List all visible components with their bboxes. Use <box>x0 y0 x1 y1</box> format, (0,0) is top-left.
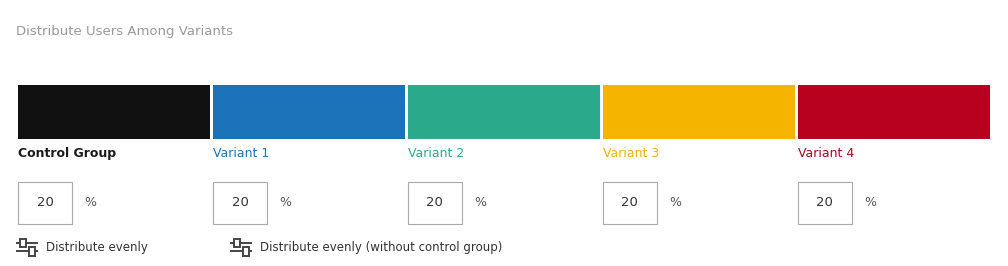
FancyBboxPatch shape <box>234 239 240 247</box>
Bar <box>18 85 210 139</box>
FancyBboxPatch shape <box>798 182 852 224</box>
Text: 20: 20 <box>621 196 638 209</box>
Text: Variant 3: Variant 3 <box>603 147 659 160</box>
Text: Variant 2: Variant 2 <box>408 147 465 160</box>
Text: Variant 4: Variant 4 <box>798 147 854 160</box>
FancyBboxPatch shape <box>29 247 35 256</box>
Bar <box>798 85 990 139</box>
Text: Distribute evenly (without control group): Distribute evenly (without control group… <box>260 241 502 254</box>
Text: 20: 20 <box>426 196 444 209</box>
FancyBboxPatch shape <box>20 239 26 247</box>
Text: 20: 20 <box>36 196 53 209</box>
Text: Distribute evenly: Distribute evenly <box>46 241 148 254</box>
Text: Control Group: Control Group <box>18 147 116 160</box>
Text: %: % <box>474 196 486 209</box>
Text: %: % <box>279 196 291 209</box>
Text: Variant 1: Variant 1 <box>213 147 269 160</box>
Text: 20: 20 <box>816 196 834 209</box>
Text: Distribute Users Among Variants: Distribute Users Among Variants <box>16 25 233 38</box>
Bar <box>213 85 405 139</box>
Text: 20: 20 <box>232 196 248 209</box>
FancyBboxPatch shape <box>213 182 267 224</box>
Bar <box>408 85 600 139</box>
Bar <box>603 85 795 139</box>
FancyBboxPatch shape <box>18 182 72 224</box>
Text: %: % <box>669 196 680 209</box>
FancyBboxPatch shape <box>243 247 249 256</box>
FancyBboxPatch shape <box>603 182 657 224</box>
Text: %: % <box>84 196 96 209</box>
FancyBboxPatch shape <box>408 182 462 224</box>
Text: %: % <box>864 196 876 209</box>
